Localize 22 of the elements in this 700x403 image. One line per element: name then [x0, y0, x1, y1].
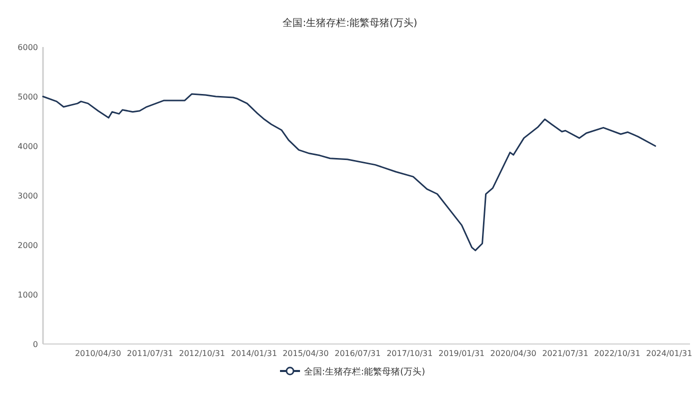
x-tick-label: 2017/10/31 — [386, 349, 433, 358]
x-tick-label: 2021/07/31 — [542, 349, 588, 358]
y-tick-label: 6000 — [18, 43, 38, 52]
y-tick-label: 0 — [32, 340, 38, 349]
x-tick-label: 2014/01/31 — [230, 349, 278, 358]
y-tick-label: 5000 — [18, 92, 38, 102]
y-tick-label: 4000 — [18, 142, 38, 151]
y-tick-label: 1000 — [18, 290, 38, 300]
y-tick-label: 3000 — [18, 192, 38, 200]
y-tick-label: 2000 — [18, 241, 38, 250]
line-series — [42, 93, 656, 252]
x-tick-label: 2020/04/30 — [490, 349, 536, 358]
x-tick-label: 2016/07/31 — [334, 349, 381, 358]
x-tick-label: 2024/01/31 — [646, 349, 692, 358]
x-tick-label: 2010/04/30 — [74, 349, 122, 358]
chart-title: 全国:生猪存栏:能繁母猪(万头) — [282, 17, 418, 29]
x-tick-label: 2012/10/31 — [178, 349, 226, 358]
x-tick-label: 2022/10/31 — [594, 349, 640, 358]
legend-label: 全国:生猪存栏:能繁母猪(万头) — [304, 366, 426, 378]
x-tick-label: 2011/07/31 — [126, 349, 174, 358]
x-tick-label: 2019/01/31 — [438, 349, 485, 358]
x-tick-label: 2015/04/30 — [282, 349, 329, 358]
